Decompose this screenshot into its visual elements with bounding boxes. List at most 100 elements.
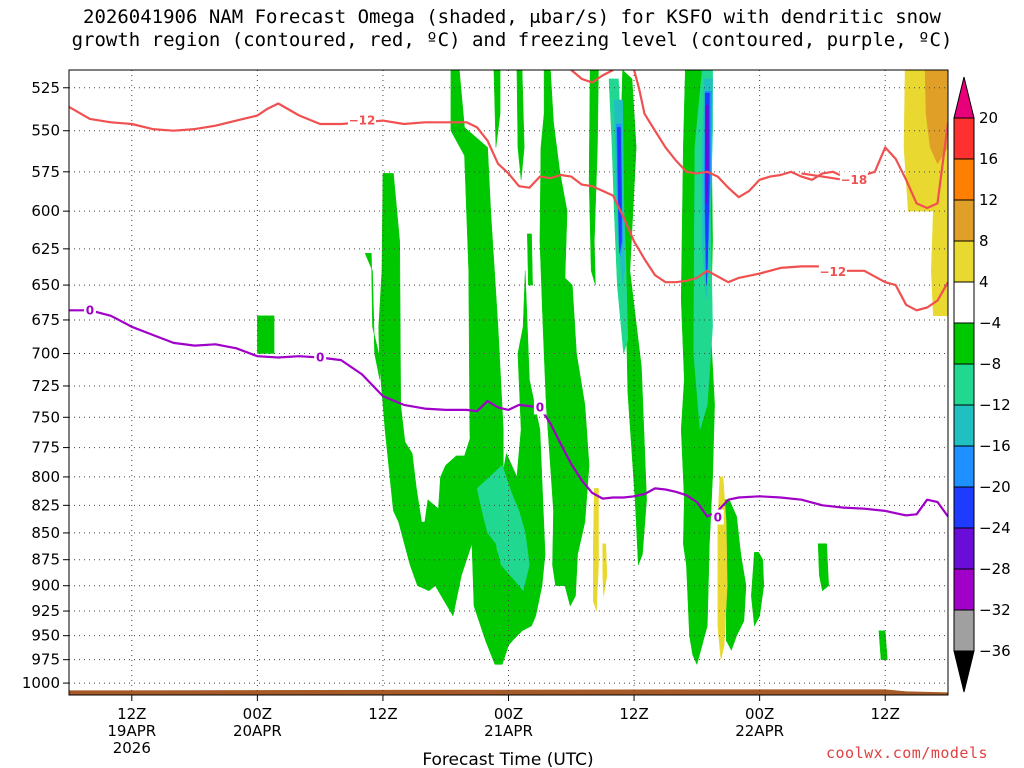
y-tick-label: 575 <box>31 163 60 181</box>
ground-layer <box>69 689 948 695</box>
colorbar-label: 20 <box>979 109 998 127</box>
y-axis: 525 550 575 600 625 650 675 700 725 750 775 800 825 8… <box>22 79 69 692</box>
x-tick-date: 22APR <box>735 722 784 740</box>
colorbar-label: 4 <box>979 273 989 291</box>
y-tick-label: 675 <box>31 311 60 329</box>
omega-region-26 <box>593 488 599 612</box>
y-tick-label: 1000 <box>22 674 60 692</box>
omega-region-1 <box>493 70 501 148</box>
colorbar-swatch <box>953 445 975 488</box>
omega-region-10 <box>751 552 765 627</box>
chart-title: 2026041906 NAM Forecast Omega (shaded, μ… <box>0 6 1024 52</box>
y-tick-label: 900 <box>31 577 60 595</box>
colorbar-label: −24 <box>979 519 1011 537</box>
contour-label-bg <box>533 399 546 415</box>
contour-line-3 <box>633 70 948 210</box>
x-tick-label: 12Z <box>871 705 900 723</box>
contour-line-1 <box>69 102 948 312</box>
omega-region-12 <box>878 630 888 660</box>
contour-label-bg <box>839 171 868 187</box>
omega-region-3 <box>588 70 599 286</box>
colorbar-swatch <box>953 568 975 611</box>
contour-layer <box>69 70 948 518</box>
omega-region-23 <box>705 104 709 204</box>
omega-shading-layer <box>257 70 948 666</box>
y-tick-label: 850 <box>31 524 60 542</box>
x-tick-date: 20APR <box>233 722 282 740</box>
colorbar-label: −8 <box>979 355 1001 373</box>
x-tick-label: 00Z <box>745 705 774 723</box>
contour-line-2 <box>570 70 614 84</box>
y-tick-label: 700 <box>31 345 60 363</box>
colorbar-swatch <box>953 363 975 406</box>
x-tick-year: 2026 <box>113 739 151 757</box>
omega-region-21 <box>617 127 622 254</box>
omega-region-27 <box>602 543 608 596</box>
x-axis-label: Forecast Time (UTC) <box>422 750 593 768</box>
colorbar-swatch <box>953 240 975 283</box>
contour-label: 0 <box>86 303 94 317</box>
omega-region-6 <box>527 233 533 286</box>
omega-region-7 <box>539 70 590 607</box>
ground-terrain <box>69 689 948 695</box>
contour-labels: 0 0 0 0 −12 −12 −18 <box>83 112 868 525</box>
colorbar-swatch <box>953 117 975 160</box>
colorbar-label: −12 <box>979 396 1011 414</box>
colorbar-swatch <box>953 158 975 201</box>
colorbar-label: −36 <box>979 642 1011 660</box>
colorbar-swatch <box>953 199 975 242</box>
colorbar-bottom-arrow <box>953 650 975 693</box>
colorbar-swatch <box>953 527 975 570</box>
y-tick-label: 750 <box>31 408 60 426</box>
contour-label: −18 <box>840 173 867 187</box>
colorbar-swatch <box>953 281 975 324</box>
x-tick-label: 12Z <box>619 705 648 723</box>
contour-label-bg <box>83 302 96 318</box>
y-tick-label: 550 <box>31 122 60 140</box>
colorbar-label: −16 <box>979 437 1011 455</box>
y-tick-label: 600 <box>31 202 60 220</box>
contour-label: −12 <box>349 114 376 128</box>
colorbar-swatch <box>953 404 975 447</box>
contour-line-0 <box>69 309 948 518</box>
colorbar-label: 8 <box>979 232 989 250</box>
title-line-1: 2026041906 NAM Forecast Omega (shaded, μ… <box>83 6 941 28</box>
source-credit: coolwx.com/models <box>826 744 989 762</box>
colorbar-label: 12 <box>979 191 998 209</box>
y-tick-label: 775 <box>31 439 60 457</box>
omega-region-13 <box>257 315 275 354</box>
x-tick-date: 21APR <box>484 722 533 740</box>
colorbar-swatch <box>953 609 975 652</box>
title-line-2: growth region (contoured, red, ºC) and f… <box>71 29 953 51</box>
contour-label: 0 <box>316 350 324 364</box>
x-tick-label: 12Z <box>117 705 146 723</box>
y-tick-label: 800 <box>31 468 60 486</box>
colorbar-top-arrow <box>953 76 975 119</box>
contour-label-bg <box>818 264 847 280</box>
contour-label-bg <box>711 509 724 525</box>
omega-region-25 <box>924 70 948 165</box>
y-tick-label: 625 <box>31 240 60 258</box>
contour-label-bg <box>314 349 327 365</box>
colorbar-swatch <box>953 322 975 365</box>
colorbar-label: 16 <box>979 150 998 168</box>
contour-label: 0 <box>536 400 544 414</box>
y-tick-label: 925 <box>31 602 60 620</box>
colorbar-label: −20 <box>979 478 1011 496</box>
contour-label: −12 <box>820 265 847 279</box>
colorbar-label: −32 <box>979 601 1011 619</box>
y-tick-label: 825 <box>31 496 60 514</box>
y-tick-label: 950 <box>31 627 60 645</box>
omega-region-14 <box>476 464 530 592</box>
y-tick-label: 725 <box>31 377 60 395</box>
colorbar-label: −4 <box>979 314 1001 332</box>
colorbar-label: −28 <box>979 560 1011 578</box>
y-tick-label: 525 <box>31 79 60 97</box>
colorbar-swatch <box>953 486 975 529</box>
y-tick-label: 650 <box>31 276 60 294</box>
omega-region-11 <box>817 543 829 592</box>
y-tick-label: 975 <box>31 651 60 669</box>
omega-region-2 <box>516 70 525 180</box>
